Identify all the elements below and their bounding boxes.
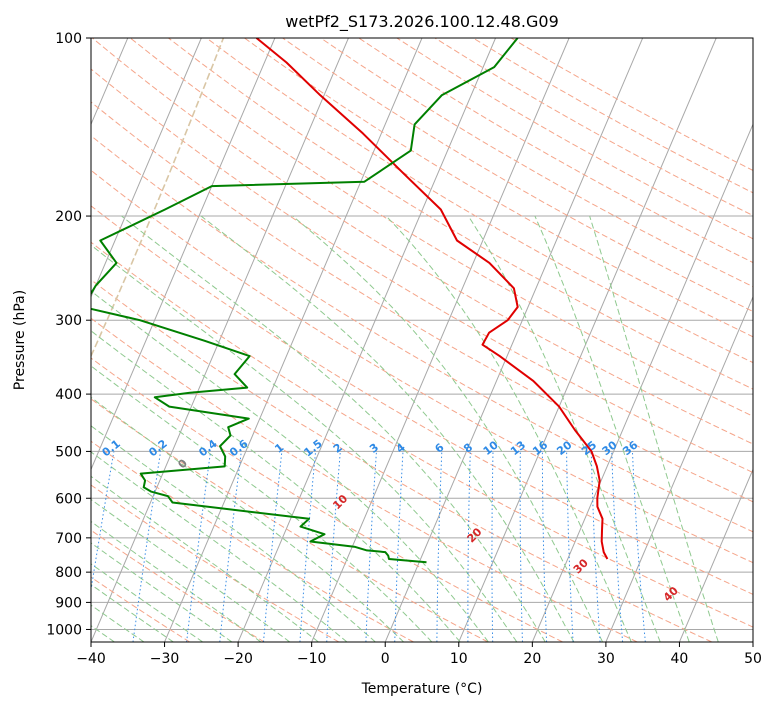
y-tick-label: 500: [55, 444, 82, 460]
moist-adiabat-line: [292, 215, 603, 642]
isotherm-line: [678, 468, 753, 642]
dewpoint-profile-line: [91, 38, 519, 564]
moist-adiabat-line: [91, 365, 433, 642]
y-axis-label: Pressure (hPa): [12, 290, 28, 390]
y-tick-label: 600: [55, 491, 82, 507]
isotherm-line: [384, 38, 644, 642]
y-tick-label: 800: [55, 565, 82, 581]
y-tick-label: 1000: [46, 622, 82, 638]
isotherm-line: [458, 38, 717, 642]
dry-adiabat-line: [91, 68, 753, 474]
x-tick-label: 40: [671, 651, 689, 667]
moist-adiabat-line: [91, 583, 174, 642]
y-tick-label: 200: [55, 209, 82, 225]
dry-adiabat-line: [91, 357, 563, 642]
isotherm-line: [164, 38, 423, 642]
plot-frame: [90, 37, 754, 643]
mixing-ratio-line: [132, 451, 162, 642]
dry-adiabat-line: [129, 38, 753, 417]
isotherm-line: [91, 38, 349, 642]
dry-adiabat-line: [91, 169, 753, 564]
x-tick-label: 20: [523, 651, 541, 667]
moist-adiabat-line: [200, 215, 575, 642]
moist-adiabat-line: [121, 215, 546, 642]
mixing-ratio-line: [91, 451, 115, 593]
plot-area: 0.10.20.40.611.52346810131620253036-100-…: [91, 38, 753, 642]
chart-title: wetPf2_S173.2026.100.12.48.G09: [285, 12, 559, 32]
x-tick-label: 50: [744, 651, 762, 667]
moist-adiabat-line: [91, 290, 489, 642]
dry-adiabat-line: [91, 317, 638, 642]
moist-adiabat-line: [91, 451, 348, 642]
dry-adiabat-line: [91, 205, 753, 595]
x-axis-ticks: −40 −30 −20 −10 0 10 20 30 40 50: [76, 642, 762, 667]
y-tick-label: 300: [55, 313, 82, 329]
x-tick-label: −20: [223, 651, 253, 667]
mixing-ratio-line: [219, 451, 242, 642]
dry-adiabat-line: [91, 398, 489, 642]
x-tick-label: 10: [450, 651, 468, 667]
moist-adiabat-line: [91, 520, 262, 642]
isotherm-line: [237, 38, 497, 642]
dry-adiabat-line: [206, 38, 753, 364]
moist-adiabat-line: [91, 563, 203, 642]
temperature-profile-line: [255, 38, 609, 560]
dry-adiabat-line: [91, 576, 190, 642]
dry-adiabat-line: [91, 440, 414, 642]
isotherm-line: [531, 123, 753, 642]
moist-adiabat-line: [91, 396, 404, 642]
moist-adiabat-line: [385, 215, 632, 642]
background-curve: [91, 38, 225, 358]
isotherm-line: [605, 295, 753, 642]
profile-series: [91, 38, 609, 564]
moist-adiabat-line: [534, 215, 690, 642]
dry-adiabat-line: [91, 279, 713, 642]
y-tick-label: 400: [55, 387, 82, 403]
moist-adiabat-line: [91, 542, 233, 642]
x-tick-label: −30: [150, 651, 180, 667]
y-tick-label: 100: [55, 31, 82, 47]
moist-adiabat-line: [91, 330, 461, 642]
x-tick-label: 0: [381, 651, 390, 667]
mixing-ratio-lines: [91, 451, 646, 642]
x-tick-label: 30: [597, 651, 615, 667]
y-tick-label: 700: [55, 531, 82, 547]
dry-adiabat-line: [91, 241, 753, 628]
dry-adiabat-line: [91, 484, 340, 642]
dry-adiabat-line: [91, 135, 753, 533]
moist-adiabat-line: [91, 498, 291, 642]
dry-adiabats: [91, 38, 753, 642]
isotherm-line: [91, 38, 202, 299]
mixing-ratio-line: [263, 451, 283, 642]
moist-adiabat-line: [91, 425, 376, 642]
x-tick-label: −40: [76, 651, 106, 667]
moist-adiabats: [91, 215, 719, 642]
dry-adiabat-line: [282, 38, 753, 313]
y-axis-ticks: 100 200 300 400 500 600 700 800 900 1000: [46, 31, 91, 638]
moist-adiabat-line: [467, 215, 661, 642]
moist-adiabat-line: [91, 244, 518, 642]
y-tick-label: 900: [55, 595, 82, 611]
x-axis-label: Temperature (°C): [361, 681, 483, 697]
moist-adiabat-line: [589, 215, 719, 642]
x-tick-label: −10: [297, 651, 327, 667]
mixing-ratio-line: [186, 451, 211, 642]
moist-adiabat-line: [91, 475, 319, 642]
isotherm-line: [91, 38, 276, 471]
